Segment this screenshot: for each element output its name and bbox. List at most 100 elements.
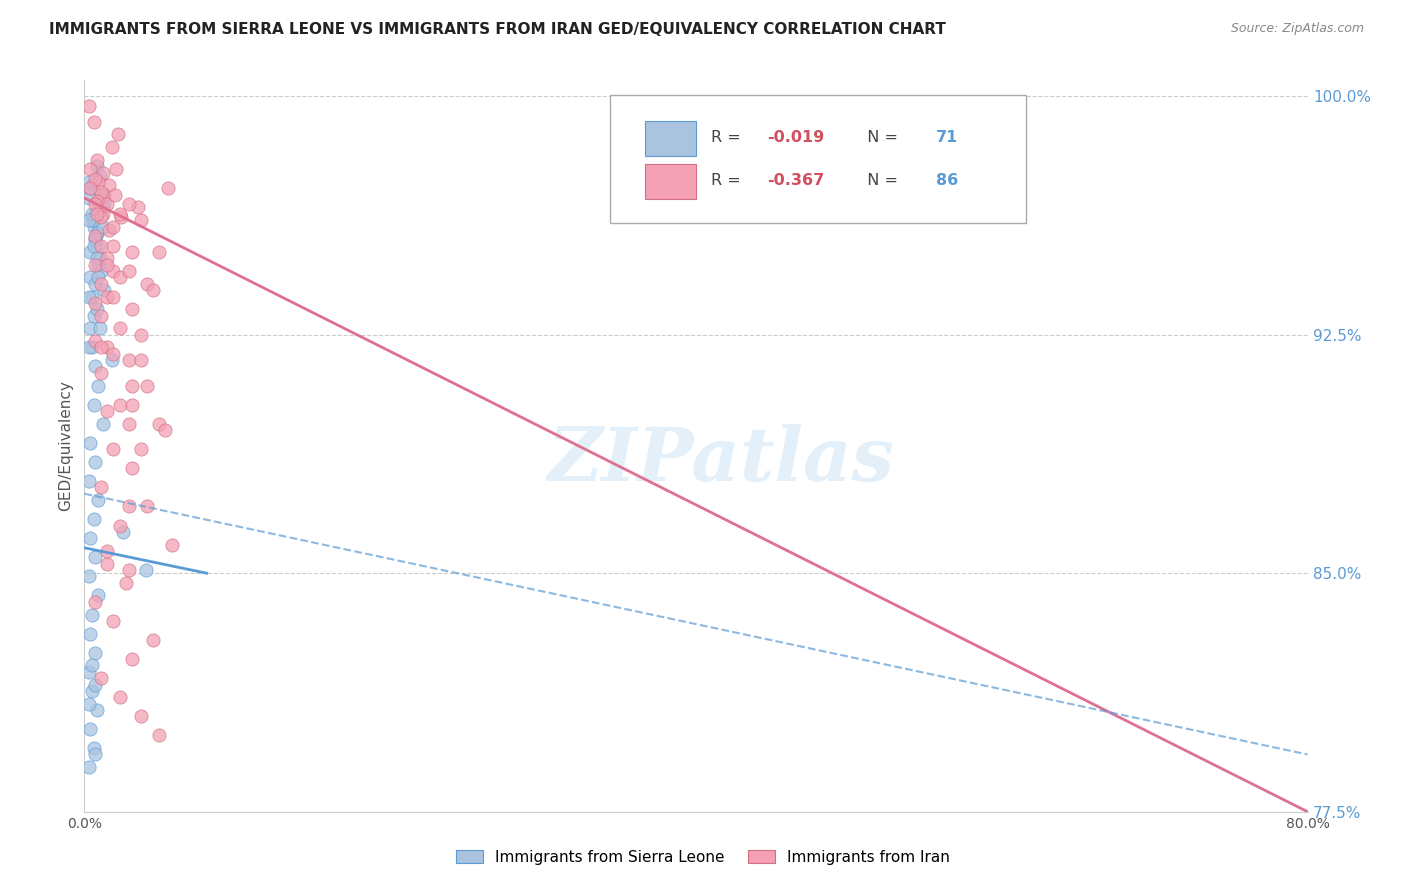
Point bbox=[90, 366, 112, 380]
Point bbox=[83, 219, 105, 234]
Point bbox=[90, 210, 112, 224]
Point bbox=[97, 178, 120, 193]
Point bbox=[83, 114, 105, 128]
Point bbox=[79, 270, 101, 285]
Point bbox=[84, 646, 107, 660]
Point bbox=[84, 232, 107, 246]
FancyBboxPatch shape bbox=[644, 163, 696, 199]
Point bbox=[114, 575, 136, 590]
Point bbox=[129, 327, 152, 342]
Point bbox=[96, 289, 118, 303]
Point bbox=[90, 187, 112, 202]
Point bbox=[103, 289, 125, 303]
Point bbox=[136, 378, 159, 392]
Point bbox=[86, 194, 108, 208]
Point bbox=[91, 201, 114, 215]
Point bbox=[79, 162, 101, 177]
Point bbox=[83, 238, 105, 252]
Point bbox=[83, 213, 105, 227]
Point bbox=[108, 321, 131, 335]
Point bbox=[79, 181, 101, 195]
Point bbox=[79, 626, 101, 640]
Point bbox=[77, 569, 100, 583]
Text: Source: ZipAtlas.com: Source: ZipAtlas.com bbox=[1230, 22, 1364, 36]
Point bbox=[121, 378, 143, 392]
Point bbox=[90, 309, 112, 323]
Point bbox=[103, 614, 125, 628]
Point bbox=[118, 417, 141, 431]
Point bbox=[89, 321, 111, 335]
Point bbox=[103, 238, 125, 252]
Point bbox=[83, 309, 105, 323]
Point bbox=[83, 398, 105, 412]
Point bbox=[101, 353, 124, 368]
Point bbox=[91, 207, 114, 221]
Point bbox=[91, 417, 114, 431]
Point bbox=[93, 194, 115, 208]
Point bbox=[96, 404, 118, 418]
Point bbox=[83, 512, 105, 526]
Text: 71: 71 bbox=[936, 130, 957, 145]
Point bbox=[84, 455, 107, 469]
Point bbox=[80, 607, 103, 622]
Point bbox=[91, 165, 114, 179]
Point bbox=[90, 340, 112, 354]
Point bbox=[121, 398, 143, 412]
Point bbox=[87, 194, 110, 208]
Text: ZIPatlas: ZIPatlas bbox=[547, 425, 894, 497]
Point bbox=[96, 197, 118, 211]
Point bbox=[77, 697, 100, 711]
Point bbox=[84, 232, 107, 246]
Point bbox=[93, 283, 115, 297]
Point bbox=[110, 210, 132, 224]
Point bbox=[103, 264, 125, 278]
Point bbox=[108, 207, 131, 221]
Point bbox=[84, 677, 107, 691]
Point bbox=[118, 353, 141, 368]
Point bbox=[142, 283, 165, 297]
Point bbox=[105, 162, 128, 177]
Point bbox=[84, 277, 107, 291]
Y-axis label: GED/Equivalency: GED/Equivalency bbox=[58, 381, 73, 511]
Point bbox=[77, 99, 100, 113]
Point bbox=[107, 128, 129, 142]
Point bbox=[108, 270, 131, 285]
Point bbox=[77, 665, 100, 679]
Point bbox=[86, 302, 108, 317]
Point bbox=[118, 197, 141, 211]
Point bbox=[84, 334, 107, 348]
Point bbox=[84, 258, 107, 272]
Point bbox=[157, 181, 180, 195]
Point bbox=[118, 500, 141, 514]
Point bbox=[87, 258, 110, 272]
Point bbox=[84, 207, 107, 221]
Point bbox=[87, 378, 110, 392]
Point bbox=[121, 461, 143, 475]
Point bbox=[84, 550, 107, 565]
Point bbox=[103, 442, 125, 457]
Point bbox=[103, 219, 125, 234]
Point bbox=[86, 207, 108, 221]
Point bbox=[129, 353, 152, 368]
Point bbox=[96, 340, 118, 354]
Point bbox=[96, 557, 118, 571]
Point bbox=[90, 185, 112, 199]
Text: IMMIGRANTS FROM SIERRA LEONE VS IMMIGRANTS FROM IRAN GED/EQUIVALENCY CORRELATION: IMMIGRANTS FROM SIERRA LEONE VS IMMIGRAN… bbox=[49, 22, 946, 37]
Point bbox=[86, 226, 108, 240]
Point bbox=[84, 359, 107, 374]
Point bbox=[86, 703, 108, 717]
Point bbox=[90, 671, 112, 685]
Text: 86: 86 bbox=[936, 173, 957, 188]
Point bbox=[80, 658, 103, 673]
Point bbox=[90, 480, 112, 494]
Point bbox=[79, 245, 101, 260]
Point bbox=[86, 226, 108, 240]
Point bbox=[96, 544, 118, 558]
Point bbox=[121, 652, 143, 666]
Point bbox=[155, 423, 177, 437]
Point bbox=[90, 264, 112, 278]
Point bbox=[127, 201, 149, 215]
Point bbox=[104, 187, 127, 202]
Legend: Immigrants from Sierra Leone, Immigrants from Iran: Immigrants from Sierra Leone, Immigrants… bbox=[450, 844, 956, 871]
Point bbox=[84, 229, 107, 244]
